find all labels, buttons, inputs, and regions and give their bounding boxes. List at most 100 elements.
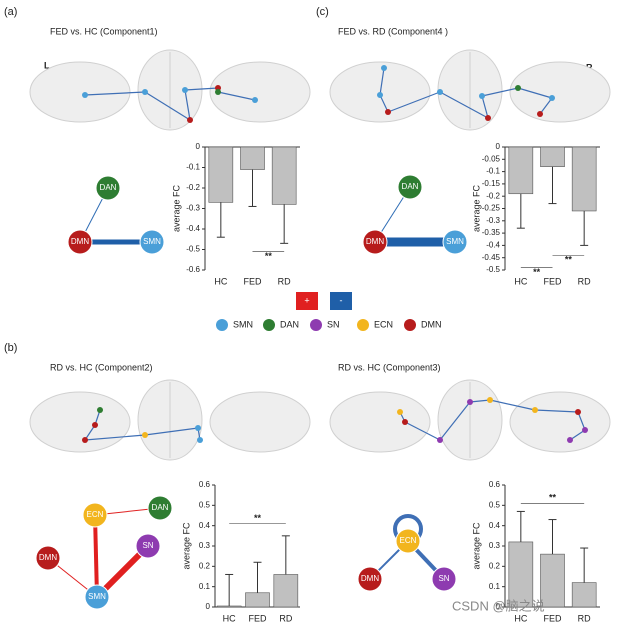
y-tick-label: 0 bbox=[196, 142, 201, 151]
brain-edge bbox=[144, 427, 199, 436]
y-tick-label: -0.3 bbox=[186, 204, 200, 213]
brain-node bbox=[381, 65, 387, 71]
network-node-label: DAN bbox=[152, 503, 169, 512]
brain-node bbox=[532, 407, 538, 413]
sign-legend-label: - bbox=[340, 295, 343, 305]
chart-title: RD vs. HC (Component2) bbox=[50, 362, 153, 372]
y-tick-label: 0.4 bbox=[489, 521, 501, 530]
y-tick-label: 0 bbox=[206, 602, 211, 611]
panel-label: (b) bbox=[4, 342, 17, 354]
network-node-label: DMN bbox=[71, 237, 89, 246]
y-tick-label: -0.1 bbox=[186, 163, 200, 172]
brain-node bbox=[97, 407, 103, 413]
y-tick-label: -0.1 bbox=[486, 167, 500, 176]
brain-edge bbox=[569, 429, 586, 441]
bar bbox=[216, 605, 242, 608]
y-tick-label: -0.5 bbox=[486, 265, 500, 274]
significance-label: ** bbox=[549, 493, 557, 503]
bar bbox=[208, 146, 234, 203]
panel-label: (a) bbox=[4, 6, 17, 18]
network-node bbox=[67, 229, 93, 255]
brain-node bbox=[142, 432, 148, 438]
brain-node bbox=[575, 409, 581, 415]
y-tick-label: -0.25 bbox=[482, 204, 501, 213]
y-tick-label: 0.6 bbox=[489, 480, 501, 489]
brain-edge bbox=[439, 401, 471, 441]
brain-node bbox=[195, 425, 201, 431]
brain-edge bbox=[534, 409, 579, 413]
brain-views bbox=[329, 49, 611, 131]
brain-node bbox=[82, 437, 88, 443]
network-node-label: DAN bbox=[100, 183, 117, 192]
brain-views bbox=[329, 379, 611, 461]
y-tick-label: 0.3 bbox=[199, 541, 211, 550]
network-node bbox=[139, 229, 165, 255]
y-tick-label: -0.3 bbox=[486, 216, 500, 225]
watermark: CSDN @脑之说 bbox=[452, 598, 545, 613]
network-node bbox=[442, 229, 468, 255]
network-node-label: DMN bbox=[366, 237, 384, 246]
brain-node bbox=[549, 95, 555, 101]
hemisphere-label: L bbox=[44, 60, 50, 70]
brain-node bbox=[515, 85, 521, 91]
node-legend-label: DAN bbox=[280, 319, 299, 329]
network-node bbox=[395, 528, 421, 554]
brain-edge bbox=[517, 87, 553, 99]
brain-node bbox=[187, 117, 193, 123]
node-legend-label: ECN bbox=[374, 319, 393, 329]
brain-node bbox=[567, 437, 573, 443]
network-node-label: SMN bbox=[446, 237, 464, 246]
brain-node bbox=[467, 399, 473, 405]
network-node-label: SN bbox=[142, 541, 153, 550]
brain-edge bbox=[84, 91, 146, 96]
y-tick-label: -0.05 bbox=[482, 154, 501, 163]
brain-node bbox=[485, 115, 491, 121]
y-tick-label: -0.2 bbox=[486, 191, 500, 200]
network-node-label: SMN bbox=[88, 592, 106, 601]
brain-edge bbox=[379, 67, 385, 96]
sign-legend-swatch bbox=[330, 292, 352, 310]
chart-title: FED vs. RD (Component4 ) bbox=[338, 26, 448, 36]
brain-node bbox=[197, 437, 203, 443]
sign-legend-label: + bbox=[304, 295, 309, 305]
network-node bbox=[135, 533, 161, 559]
node-legend-swatch bbox=[263, 319, 275, 331]
x-tick-label: FED bbox=[544, 276, 563, 286]
y-axis-label: average FC bbox=[171, 184, 181, 232]
brain-edge bbox=[144, 91, 191, 121]
brain-node bbox=[377, 92, 383, 98]
y-tick-label: -0.5 bbox=[186, 245, 200, 254]
network-node-label: DMN bbox=[361, 574, 379, 583]
brain-edge bbox=[489, 399, 536, 411]
node-legend-swatch bbox=[357, 319, 369, 331]
y-tick-label: 0.6 bbox=[199, 480, 211, 489]
y-tick-label: -0.45 bbox=[482, 253, 501, 262]
x-tick-label: HC bbox=[223, 613, 236, 623]
bar bbox=[508, 146, 534, 195]
brain-edge bbox=[84, 424, 96, 441]
brain-node bbox=[385, 109, 391, 115]
brain-lateral bbox=[29, 61, 131, 123]
x-tick-label: HC bbox=[514, 613, 527, 623]
brain-node bbox=[182, 87, 188, 93]
brain-views bbox=[29, 49, 311, 131]
bar bbox=[240, 146, 265, 170]
brain-edge bbox=[539, 97, 553, 115]
y-tick-label: 0.2 bbox=[489, 561, 501, 570]
y-tick-label: 0 bbox=[496, 602, 501, 611]
brain-node bbox=[82, 92, 88, 98]
y-tick-label: -0.15 bbox=[482, 179, 501, 188]
brain-edge bbox=[439, 91, 489, 119]
network-node bbox=[82, 502, 108, 528]
brain-edge bbox=[184, 87, 219, 91]
network-node bbox=[84, 584, 110, 610]
network-node bbox=[147, 495, 173, 521]
brain-node bbox=[402, 419, 408, 425]
y-tick-label: -0.35 bbox=[482, 228, 501, 237]
network-node bbox=[431, 566, 457, 592]
x-tick-label: FED bbox=[249, 613, 268, 623]
significance-label: ** bbox=[265, 251, 273, 261]
y-axis-label: average FC bbox=[471, 522, 481, 570]
brain-edge bbox=[481, 95, 489, 119]
